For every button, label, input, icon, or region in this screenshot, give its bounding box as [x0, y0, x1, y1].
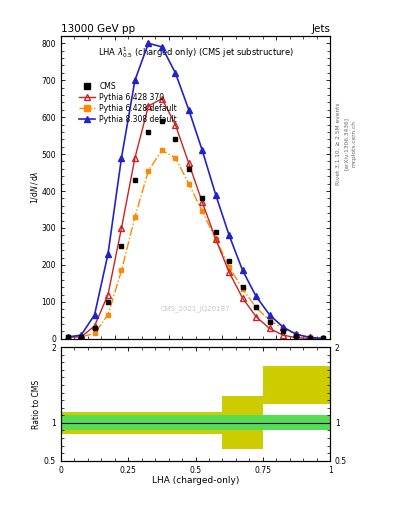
Line: CMS: CMS: [65, 118, 326, 341]
CMS: [281, 328, 285, 334]
Pythia 6.428 default: [213, 236, 218, 242]
Pythia 6.428 default: [92, 330, 97, 336]
Pythia 8.308 default: [254, 293, 259, 300]
Text: CMS_2021_JQ20187: CMS_2021_JQ20187: [161, 305, 230, 312]
Pythia 6.428 370: [281, 332, 285, 338]
Text: Jets: Jets: [311, 24, 330, 34]
Pythia 6.428 370: [200, 199, 205, 205]
Legend: CMS, Pythia 6.428 370, Pythia 6.428 default, Pythia 8.308 default: CMS, Pythia 6.428 370, Pythia 6.428 defa…: [75, 79, 180, 127]
Pythia 6.428 370: [240, 295, 245, 301]
Pythia 6.428 default: [160, 147, 164, 154]
Y-axis label: $\mathrm{1 / d}N\,/\,\mathrm{d}\lambda$: $\mathrm{1 / d}N\,/\,\mathrm{d}\lambda$: [29, 170, 40, 204]
Pythia 8.308 default: [132, 77, 137, 83]
Line: Pythia 6.428 default: Pythia 6.428 default: [66, 148, 325, 340]
Pythia 6.428 370: [213, 236, 218, 242]
CMS: [240, 284, 245, 290]
Pythia 6.428 default: [321, 335, 326, 342]
CMS: [92, 325, 97, 331]
CMS: [65, 334, 70, 340]
CMS: [213, 229, 218, 235]
Pythia 6.428 370: [132, 155, 137, 161]
Pythia 6.428 default: [281, 326, 285, 332]
Pythia 6.428 370: [79, 334, 83, 340]
CMS: [119, 243, 124, 249]
Pythia 8.308 default: [92, 312, 97, 318]
Pythia 6.428 default: [227, 264, 231, 270]
Text: 13000 GeV pp: 13000 GeV pp: [61, 24, 135, 34]
Pythia 6.428 370: [308, 335, 312, 342]
CMS: [106, 299, 110, 305]
Pythia 6.428 default: [173, 155, 178, 161]
Pythia 8.308 default: [281, 324, 285, 330]
Pythia 6.428 default: [186, 181, 191, 187]
Pythia 6.428 370: [186, 160, 191, 166]
Pythia 8.308 default: [79, 332, 83, 338]
CMS: [200, 196, 205, 202]
Pythia 8.308 default: [186, 106, 191, 113]
Pythia 6.428 default: [240, 286, 245, 292]
Line: Pythia 8.308 default: Pythia 8.308 default: [64, 40, 327, 342]
Pythia 6.428 default: [267, 317, 272, 324]
Pythia 8.308 default: [106, 251, 110, 257]
Pythia 8.308 default: [308, 334, 312, 340]
Pythia 8.308 default: [146, 40, 151, 46]
Pythia 8.308 default: [160, 44, 164, 50]
Pythia 6.428 370: [92, 323, 97, 329]
Pythia 6.428 default: [132, 214, 137, 220]
Pythia 6.428 370: [146, 103, 151, 109]
Pythia 6.428 370: [160, 96, 164, 102]
Pythia 6.428 370: [267, 326, 272, 332]
Pythia 6.428 default: [119, 267, 124, 273]
Pythia 8.308 default: [227, 232, 231, 239]
Pythia 6.428 370: [321, 336, 326, 342]
Pythia 8.308 default: [65, 334, 70, 340]
Pythia 6.428 370: [227, 269, 231, 275]
Pythia 8.308 default: [200, 147, 205, 154]
Pythia 6.428 default: [308, 334, 312, 340]
Y-axis label: Ratio to CMS: Ratio to CMS: [32, 379, 41, 429]
Pythia 6.428 370: [65, 334, 70, 340]
Pythia 6.428 default: [65, 334, 70, 340]
X-axis label: LHA (charged-only): LHA (charged-only): [152, 476, 239, 485]
Pythia 8.308 default: [294, 331, 299, 337]
CMS: [173, 136, 178, 142]
Pythia 6.428 370: [173, 121, 178, 127]
Pythia 8.308 default: [119, 155, 124, 161]
CMS: [267, 319, 272, 325]
Text: mcplots.cern.ch: mcplots.cern.ch: [352, 120, 357, 167]
Pythia 6.428 370: [254, 313, 259, 319]
CMS: [308, 335, 312, 341]
Pythia 6.428 default: [200, 208, 205, 215]
Pythia 6.428 370: [119, 225, 124, 231]
Pythia 6.428 default: [79, 334, 83, 340]
Pythia 6.428 370: [106, 291, 110, 297]
CMS: [79, 334, 83, 340]
CMS: [254, 304, 259, 310]
CMS: [160, 118, 164, 124]
Pythia 8.308 default: [173, 70, 178, 76]
CMS: [227, 258, 231, 264]
Pythia 8.308 default: [267, 312, 272, 318]
Text: [arXiv:1306.3436]: [arXiv:1306.3436]: [344, 117, 349, 170]
Pythia 6.428 default: [106, 312, 110, 318]
Line: Pythia 6.428 370: Pythia 6.428 370: [64, 96, 327, 342]
Text: Rivet 3.1.10, ≥ 2.5M events: Rivet 3.1.10, ≥ 2.5M events: [336, 102, 341, 185]
Pythia 8.308 default: [240, 267, 245, 273]
Pythia 6.428 default: [146, 167, 151, 174]
CMS: [146, 129, 151, 135]
Pythia 8.308 default: [321, 335, 326, 342]
Text: LHA $\lambda^{1}_{0.5}$ (charged only) (CMS jet substructure): LHA $\lambda^{1}_{0.5}$ (charged only) (…: [97, 45, 294, 60]
CMS: [186, 166, 191, 172]
Pythia 6.428 370: [294, 335, 299, 341]
CMS: [321, 335, 326, 342]
Pythia 8.308 default: [213, 191, 218, 198]
CMS: [294, 333, 299, 339]
Pythia 6.428 default: [294, 331, 299, 337]
CMS: [132, 177, 137, 183]
Pythia 6.428 default: [254, 304, 259, 310]
